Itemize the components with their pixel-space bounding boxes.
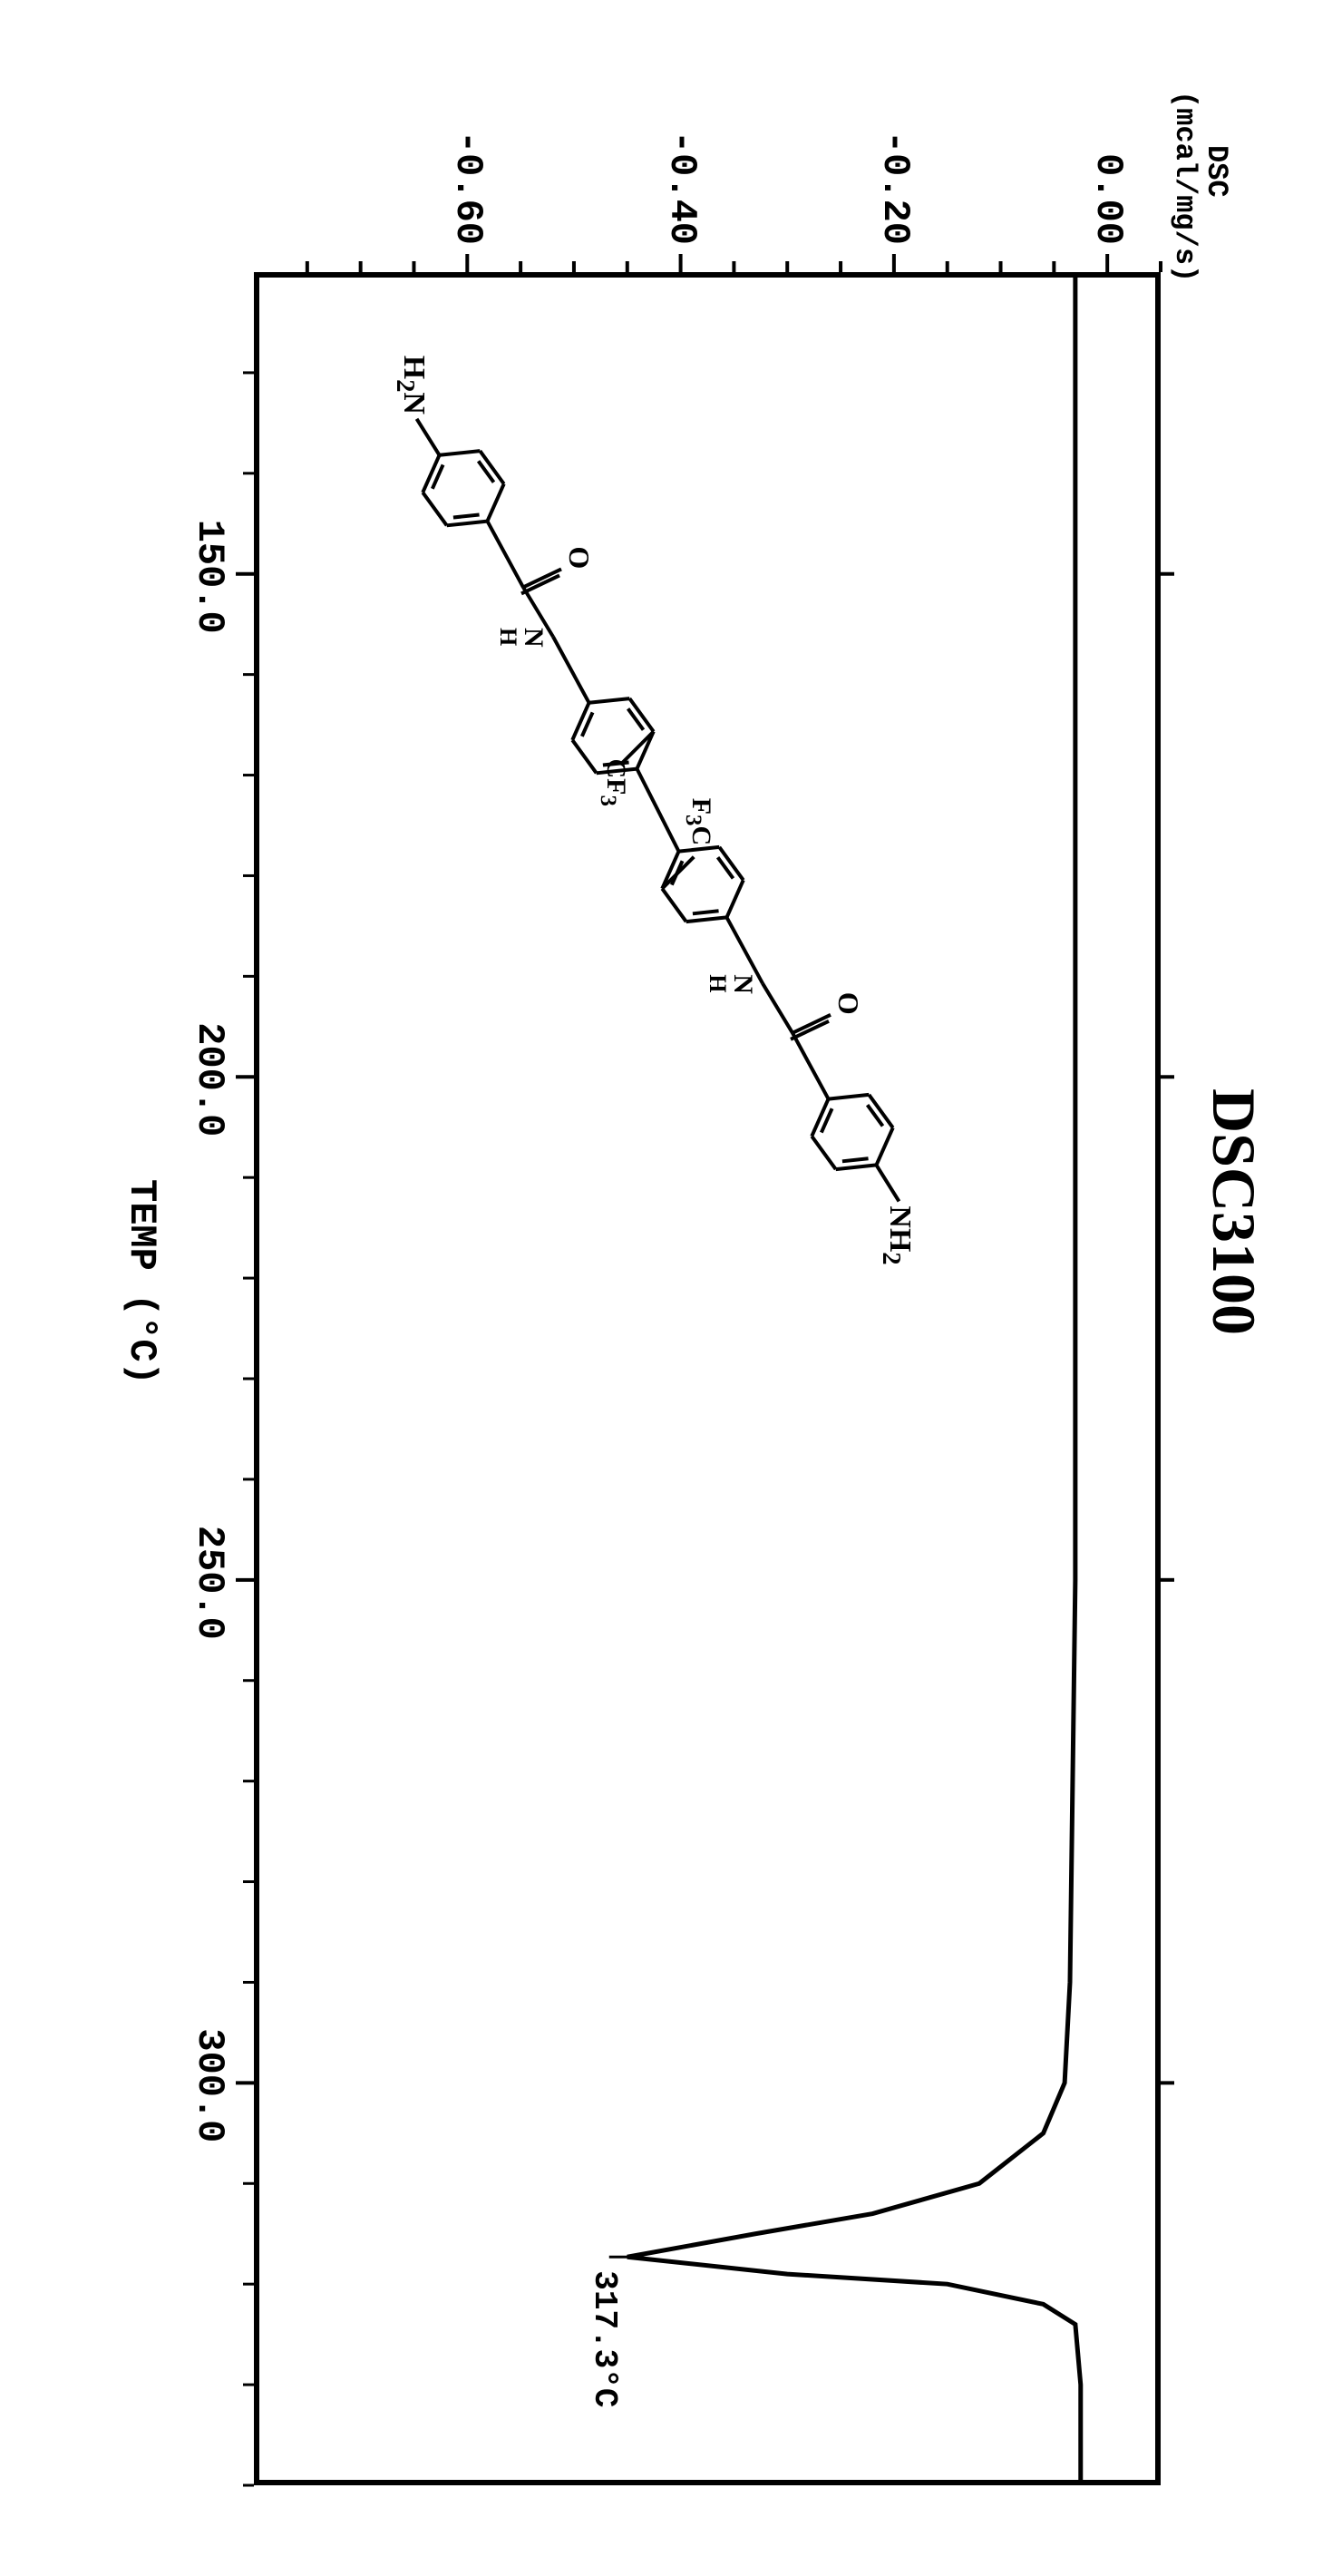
molecule-label: H [704,974,731,992]
molecule-label: H2N [390,356,431,415]
y-tick-label: 0.00 [1086,118,1130,245]
molecule-label: F3C [680,798,716,846]
peak-label: 317.3°C [586,2270,623,2407]
x-tick-label: 200.0 [188,1022,231,1137]
molecule-label: H [494,628,521,646]
chart-svg [0,0,1342,2576]
x-tick-label: 150.0 [188,520,231,634]
molecule-label: O [562,546,596,569]
molecule-label: N [727,974,758,994]
chart-container: DSC3100 DSC (mcal/mg/s) TEMP (°C) 0.00-0… [0,0,1342,2576]
y-tick-label: -0.60 [446,118,490,245]
y-tick-label: -0.40 [660,118,704,245]
molecule-label: O [831,992,865,1015]
molecule-label: NH2 [877,1205,918,1264]
molecule-label: N [518,628,549,648]
molecule-label: CF3 [595,758,631,806]
x-tick-label: 300.0 [188,2028,231,2142]
x-tick-label: 250.0 [188,1526,231,1640]
y-tick-label: -0.20 [873,118,917,245]
